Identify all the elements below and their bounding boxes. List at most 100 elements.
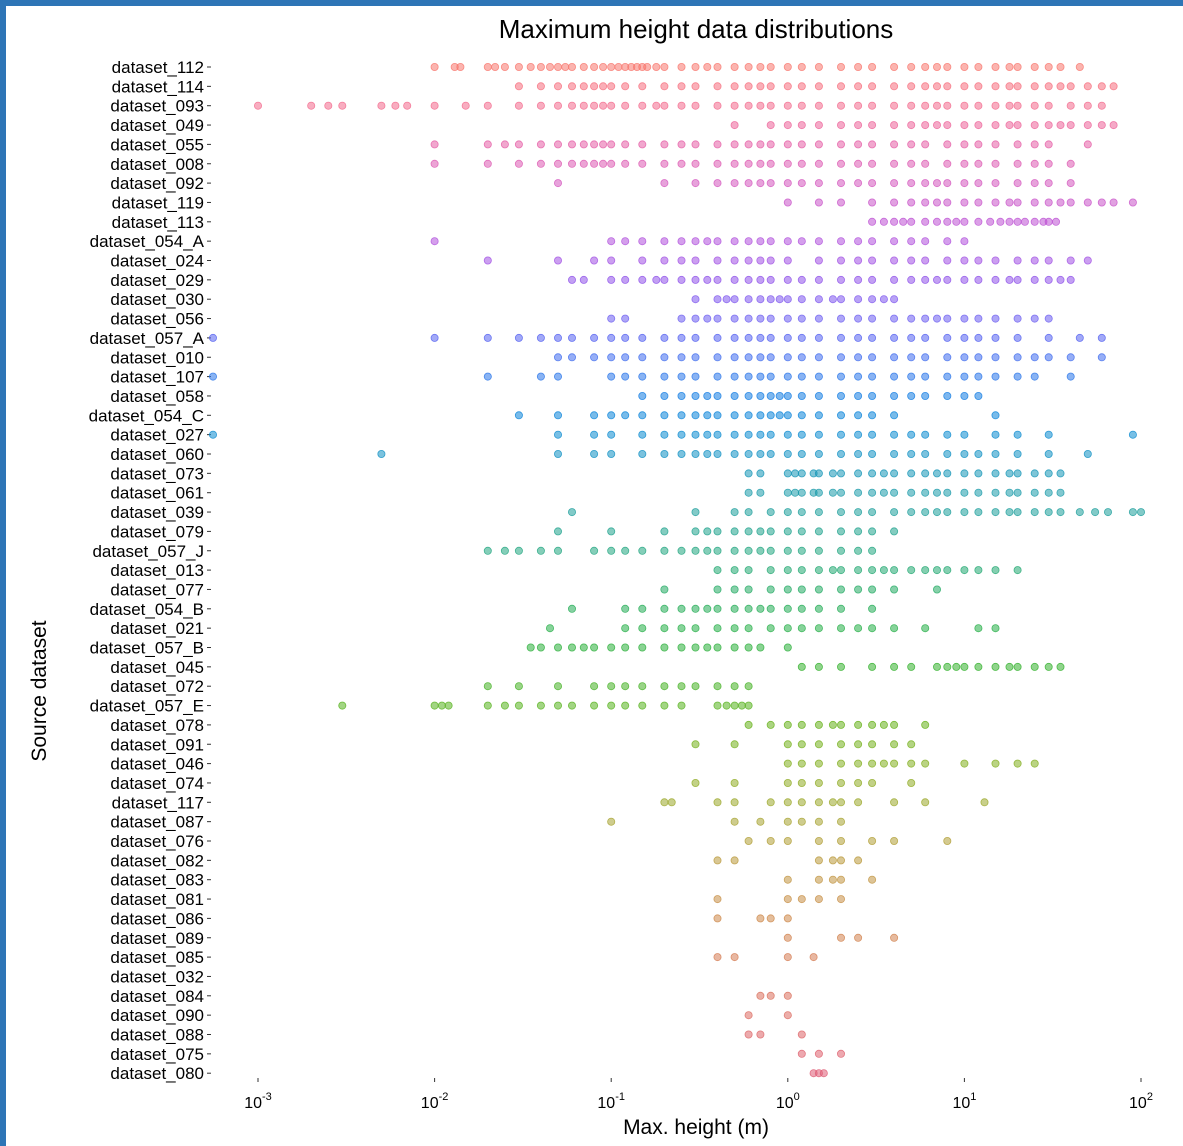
data-point bbox=[667, 798, 676, 807]
data-point bbox=[1052, 217, 1061, 226]
data-point bbox=[677, 82, 686, 91]
data-point bbox=[837, 82, 846, 91]
data-point bbox=[514, 63, 523, 72]
data-point bbox=[837, 63, 846, 72]
data-point bbox=[991, 256, 1000, 265]
data-point bbox=[713, 63, 722, 72]
data-point bbox=[828, 566, 837, 575]
data-point bbox=[1109, 121, 1118, 130]
category-label: dataset_046 bbox=[110, 755, 204, 774]
data-point bbox=[797, 121, 806, 130]
data-point bbox=[660, 256, 669, 265]
data-point bbox=[1056, 508, 1065, 517]
data-point bbox=[854, 566, 863, 575]
data-point bbox=[991, 159, 1000, 168]
data-point bbox=[1097, 121, 1106, 130]
data-point bbox=[791, 488, 800, 497]
data-point bbox=[1091, 508, 1100, 517]
data-point bbox=[814, 237, 823, 246]
data-point bbox=[677, 643, 686, 652]
data-point bbox=[677, 604, 686, 613]
data-point bbox=[621, 411, 630, 420]
data-point bbox=[677, 333, 686, 342]
data-point bbox=[837, 101, 846, 110]
data-point bbox=[991, 372, 1000, 381]
data-point bbox=[756, 817, 765, 826]
data-point bbox=[974, 353, 983, 362]
data-point bbox=[837, 256, 846, 265]
data-point bbox=[837, 933, 846, 942]
data-point bbox=[766, 237, 775, 246]
data-point bbox=[1044, 217, 1053, 226]
data-point bbox=[974, 82, 983, 91]
data-point bbox=[943, 159, 952, 168]
data-point bbox=[1066, 159, 1075, 168]
data-point bbox=[1066, 179, 1075, 188]
data-point bbox=[890, 585, 899, 594]
x-tick-label: 10-1 bbox=[597, 1091, 625, 1112]
data-point bbox=[621, 101, 630, 110]
data-point bbox=[1013, 566, 1022, 575]
category-label: dataset_078 bbox=[110, 716, 204, 735]
data-point bbox=[797, 469, 806, 478]
data-point bbox=[907, 333, 916, 342]
data-point bbox=[614, 63, 623, 72]
data-point bbox=[783, 159, 792, 168]
data-point bbox=[814, 508, 823, 517]
data-point bbox=[1013, 449, 1022, 458]
data-point bbox=[933, 179, 942, 188]
data-point bbox=[691, 604, 700, 613]
data-point bbox=[1044, 159, 1053, 168]
data-point bbox=[899, 217, 908, 226]
data-point bbox=[590, 140, 599, 149]
data-point bbox=[526, 63, 535, 72]
data-point bbox=[868, 217, 877, 226]
data-point bbox=[791, 469, 800, 478]
data-point bbox=[638, 391, 647, 400]
data-point bbox=[579, 140, 588, 149]
data-point bbox=[621, 353, 630, 362]
data-point bbox=[1030, 198, 1039, 207]
data-point bbox=[1066, 353, 1075, 362]
data-point bbox=[590, 256, 599, 265]
data-point bbox=[797, 1030, 806, 1039]
data-point bbox=[879, 469, 888, 478]
data-point bbox=[797, 333, 806, 342]
data-point bbox=[554, 82, 563, 91]
data-point bbox=[660, 546, 669, 555]
data-point bbox=[660, 391, 669, 400]
data-point bbox=[814, 430, 823, 439]
data-point bbox=[974, 624, 983, 633]
data-point bbox=[730, 701, 739, 710]
data-point bbox=[907, 353, 916, 362]
data-point bbox=[691, 237, 700, 246]
data-point bbox=[907, 759, 916, 768]
data-point bbox=[943, 566, 952, 575]
data-point bbox=[907, 488, 916, 497]
data-point bbox=[1044, 198, 1053, 207]
data-point bbox=[730, 391, 739, 400]
data-point bbox=[766, 275, 775, 284]
data-point bbox=[921, 508, 930, 517]
data-point bbox=[677, 449, 686, 458]
data-point bbox=[943, 275, 952, 284]
data-point bbox=[554, 63, 563, 72]
data-point bbox=[730, 682, 739, 691]
data-point bbox=[890, 759, 899, 768]
data-point bbox=[814, 817, 823, 826]
data-point bbox=[766, 179, 775, 188]
data-point bbox=[590, 546, 599, 555]
data-point bbox=[814, 488, 823, 497]
data-point bbox=[960, 217, 969, 226]
data-point bbox=[868, 63, 877, 72]
data-point bbox=[854, 159, 863, 168]
data-point bbox=[713, 159, 722, 168]
data-point bbox=[943, 449, 952, 458]
category-label: dataset_084 bbox=[110, 987, 204, 1006]
category-label: dataset_085 bbox=[110, 948, 204, 967]
data-point bbox=[837, 314, 846, 323]
data-point bbox=[621, 701, 630, 710]
data-point bbox=[797, 779, 806, 788]
data-point bbox=[1013, 179, 1022, 188]
data-point bbox=[744, 469, 753, 478]
